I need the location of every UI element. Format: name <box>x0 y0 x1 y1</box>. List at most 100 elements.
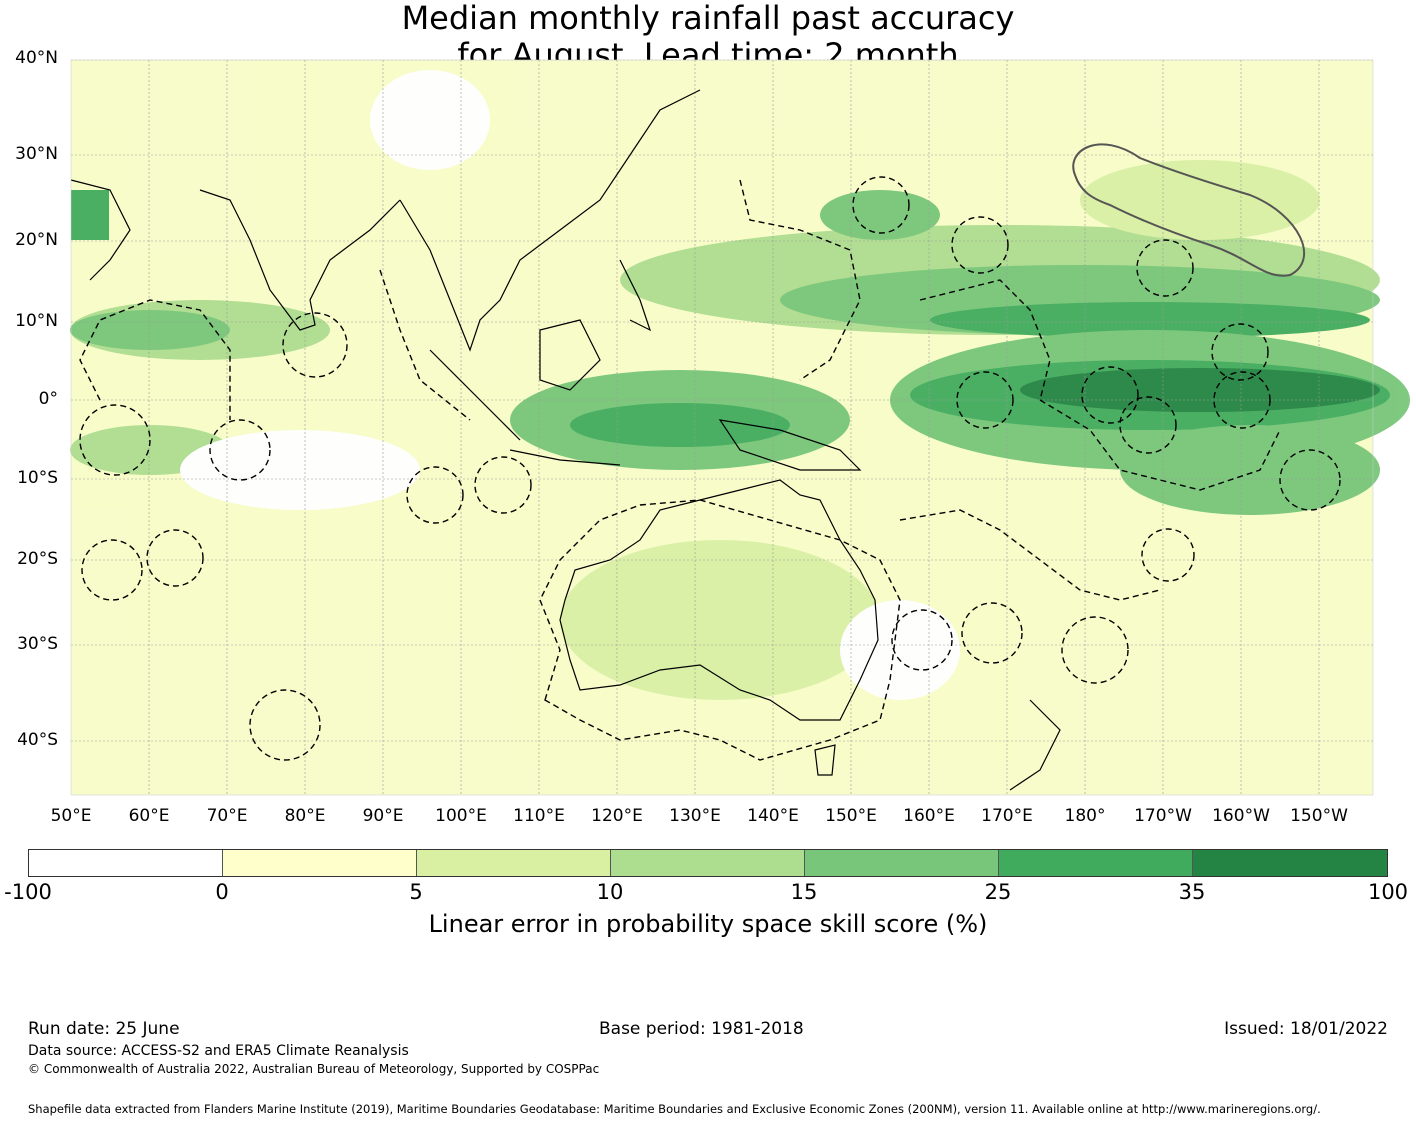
sumatra-coastline <box>429 349 521 441</box>
eez-circle <box>1119 396 1177 454</box>
lon-label: 100°E <box>435 806 487 826</box>
colorbar-tick: 10 <box>596 880 624 904</box>
eez-circle <box>1211 323 1269 381</box>
lat-label: 40°N <box>15 48 58 68</box>
lon-label: 150°E <box>825 806 877 826</box>
colorbar-label: Linear error in probability space skill … <box>428 910 988 938</box>
colorbar-tick: 100 <box>1367 880 1409 904</box>
map-border <box>70 59 1374 796</box>
philippines-coastline <box>619 259 652 332</box>
colorbar-tick: 5 <box>409 880 423 904</box>
lon-label: 120°E <box>591 806 643 826</box>
map-title-line1: Median monthly rainfall past accuracy <box>401 0 1015 37</box>
eez-circle <box>474 456 532 514</box>
lon-label: 170°E <box>981 806 1033 826</box>
lon-label: 180° <box>1064 806 1106 826</box>
java-coastline <box>509 449 621 466</box>
shapefile-credit: Shapefile data extracted from Flanders M… <box>28 1102 1321 1116</box>
lat-label: 10°N <box>15 311 58 331</box>
lon-label: 70°E <box>206 806 248 826</box>
eez-circle <box>852 176 910 234</box>
base-period: Base period: 1981-2018 <box>599 1019 804 1039</box>
colorbar <box>28 849 1388 877</box>
lat-label: 10°S <box>17 468 58 488</box>
colorbar-segment <box>29 850 223 876</box>
eez-circle <box>1279 449 1341 511</box>
colorbar-segment <box>611 850 805 876</box>
lon-label: 160°E <box>903 806 955 826</box>
eez-line <box>739 179 861 381</box>
tasmania-coastline <box>814 744 836 776</box>
new-zealand-coastline <box>1009 699 1061 791</box>
eez-circle <box>1136 239 1194 297</box>
lat-label: 30°N <box>15 144 58 164</box>
colorbar-segment <box>223 850 417 876</box>
colorbar-tick: 0 <box>215 880 229 904</box>
lon-label: 60°E <box>128 806 170 826</box>
lat-label: 30°S <box>17 634 58 654</box>
eez-circle <box>406 466 464 524</box>
skill-patch <box>820 190 940 240</box>
skill-patch <box>1120 425 1380 515</box>
lat-label: 0° <box>38 389 58 409</box>
eez-line <box>539 499 901 761</box>
eez-line <box>899 509 1161 601</box>
data-source: Data source: ACCESS-S2 and ERA5 Climate … <box>28 1043 409 1059</box>
colorbar-segment <box>805 850 999 876</box>
skill-patch <box>1020 368 1380 412</box>
colorbar-segment <box>999 850 1193 876</box>
eez-circle <box>1213 371 1271 429</box>
eez-circle <box>146 529 204 587</box>
india-coastline <box>199 189 401 331</box>
skill-patch <box>930 302 1370 338</box>
skill-patch <box>370 70 490 170</box>
lat-label: 40°S <box>17 730 58 750</box>
skill-patch <box>570 403 790 447</box>
eez-boundaries <box>79 176 1341 761</box>
skill-patch <box>71 190 109 240</box>
eez-circle <box>1061 616 1129 684</box>
skill-patch <box>180 430 420 510</box>
lon-label: 80°E <box>284 806 326 826</box>
colorbar-segment <box>417 850 611 876</box>
eez-circle <box>956 371 1014 429</box>
lon-label: 150°W <box>1290 806 1348 826</box>
lon-label: 170°W <box>1134 806 1192 826</box>
eez-circle <box>282 312 348 378</box>
eez-circle <box>1081 366 1139 424</box>
colorbar-tick: -100 <box>4 880 52 904</box>
copyright: © Commonwealth of Australia 2022, Austra… <box>28 1062 600 1076</box>
colorbar-tick: 35 <box>1178 880 1206 904</box>
skill-shading <box>70 60 1410 795</box>
lat-label: 20°S <box>17 549 58 569</box>
eez-circle <box>961 602 1023 664</box>
eez-circle <box>249 689 321 761</box>
lon-label: 140°E <box>747 806 799 826</box>
skill-map <box>70 59 1410 796</box>
eez-line <box>919 279 1281 491</box>
new-guinea-coastline <box>718 419 862 471</box>
skill-patch <box>70 310 230 350</box>
lon-label: 90°E <box>362 806 404 826</box>
eez-circle <box>1141 528 1195 582</box>
run-date: Run date: 25 June <box>28 1019 180 1039</box>
skill-patch <box>1080 160 1320 240</box>
skill-patch <box>560 540 880 700</box>
australia-coastline <box>559 479 879 721</box>
eez-circle <box>79 404 151 476</box>
colorbar-segment <box>1193 850 1387 876</box>
eez-circle <box>209 419 271 481</box>
issued-date: Issued: 18/01/2022 <box>1224 1019 1388 1039</box>
eez-circle <box>81 539 143 601</box>
colorbar-tick: 25 <box>984 880 1012 904</box>
lon-label: 50°E <box>50 806 92 826</box>
hawaii-eez-outline <box>1072 143 1306 277</box>
coastlines <box>70 89 1061 791</box>
arabia-coastline <box>70 179 131 281</box>
colorbar-tick: 15 <box>790 880 818 904</box>
eez-circle <box>951 216 1009 274</box>
skill-patch <box>840 600 960 700</box>
borneo-coastline <box>539 319 601 391</box>
lon-label: 160°W <box>1212 806 1270 826</box>
southeast-asia-coastline <box>399 89 701 352</box>
